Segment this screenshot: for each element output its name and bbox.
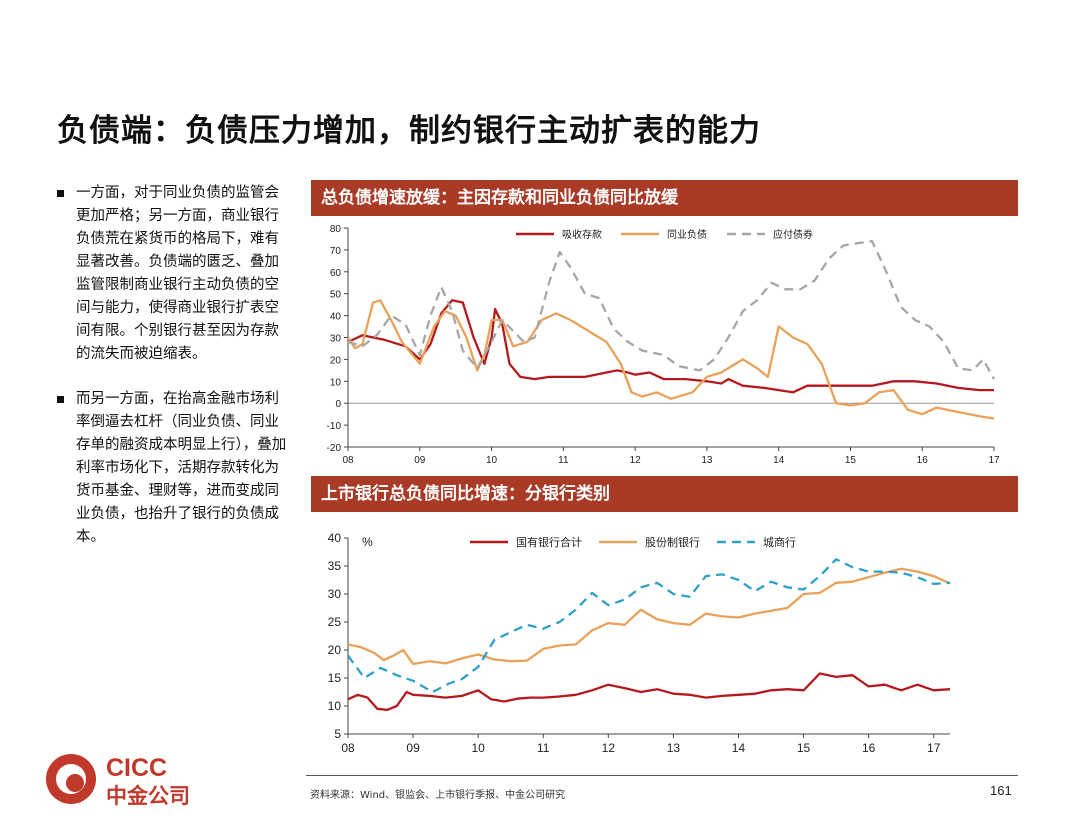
legend-label-1: 国有银行合计 (516, 535, 582, 549)
x-tick-label: 10 (471, 741, 485, 755)
y-tick-label: 5 (334, 727, 341, 741)
y-tick-label: 35 (328, 559, 342, 573)
y-tick-label: 15 (328, 671, 342, 685)
y-tick-label: 20 (328, 643, 342, 657)
y-tick-label: 10 (328, 699, 342, 713)
x-tick-label: 14 (732, 741, 746, 755)
x-tick-label: 17 (927, 741, 941, 755)
x-tick-label: 09 (406, 741, 420, 755)
x-tick-label: 15 (845, 455, 857, 466)
x-tick-label: 11 (537, 741, 550, 755)
legend-label-3: 应付债券 (773, 228, 813, 241)
y-tick-label: 10 (330, 377, 342, 388)
y-tick-label: 30 (328, 587, 342, 601)
series-line-1 (347, 672, 951, 712)
bullet-text: 而另一方面，在抬高金融市场利率倒逼去杠杆（同业负债、同业存单的融资成本明显上行）… (76, 391, 287, 545)
chart2-listed-banks-growth: 5 10 15 20 25 30 35 40 08 09 10 11 12 13 14 15 16 17% 国有银行… (328, 531, 951, 755)
y-tick-label: -20 (327, 443, 342, 454)
x-tick-label: 16 (862, 741, 876, 755)
legend-label-1: 吸收存款 (562, 228, 602, 241)
series-line-3 (347, 239, 996, 380)
footer-divider (306, 775, 1018, 776)
x-tick-label: 13 (667, 741, 681, 755)
bullet-item: 一方面，对于同业负债的监管会更加严格；另一方面，商业银行负债荒在紧货币的格局下，… (57, 182, 293, 366)
x-tick-label: 16 (917, 455, 929, 466)
y-tick-label: 0 (335, 399, 341, 410)
y-tick-label: 80 (330, 224, 342, 235)
logo-text-cn: 中金公司 (106, 784, 190, 808)
series-line-3 (347, 558, 951, 694)
series-line-2 (347, 299, 995, 420)
chart1-header: 总负债增速放缓：主因存款和同业负债同比放缓 (311, 180, 1018, 216)
page-title: 负债端：负债压力增加，制约银行主动扩表的能力 (57, 113, 761, 149)
cicc-logo: CICC 中金公司 (46, 754, 190, 808)
x-tick-label: 11 (558, 455, 569, 466)
series-line-2 (347, 567, 951, 666)
y-unit-label: % (362, 535, 373, 549)
y-tick-label: 40 (328, 531, 342, 545)
logo-text-en: CICC (106, 754, 167, 782)
bullet-square-icon (57, 190, 64, 197)
legend-label-3: 城商行 (763, 535, 796, 549)
y-tick-label: 50 (330, 290, 342, 301)
bullet-square-icon (57, 396, 64, 403)
y-tick-label: 40 (330, 312, 342, 323)
series-line-1 (347, 299, 994, 394)
x-tick-label: 17 (988, 455, 1000, 466)
chart1-liability-growth: -20 -10 0 10 20 30 40 50 60 70 80 08 09 10 11 12 13 14 15 1… (327, 224, 1000, 466)
y-tick-label: 20 (330, 355, 342, 366)
x-tick-label: 13 (701, 455, 713, 466)
y-tick-label: 70 (330, 246, 342, 257)
legend-label-2: 同业负债 (667, 228, 707, 241)
x-tick-label: 15 (797, 741, 811, 755)
y-tick-label: 30 (330, 334, 342, 345)
x-tick-label: 14 (773, 455, 785, 466)
x-tick-label: 08 (342, 455, 354, 466)
bullet-text: 一方面，对于同业负债的监管会更加严格；另一方面，商业银行负债荒在紧货币的格局下，… (76, 185, 279, 362)
x-tick-label: 10 (486, 455, 498, 466)
bullet-list: 一方面，对于同业负债的监管会更加严格；另一方面，商业银行负债荒在紧货币的格局下，… (57, 182, 293, 571)
x-tick-label: 09 (414, 455, 426, 466)
y-tick-label: 60 (330, 268, 342, 279)
x-tick-label: 08 (341, 741, 355, 755)
page-number: 161 (990, 783, 1012, 798)
chart2-header: 上市银行总负债同比增速：分银行类别 (311, 476, 1018, 512)
y-tick-label: -10 (327, 421, 342, 432)
bullet-item: 而另一方面，在抬高金融市场利率倒逼去杠杆（同业负债、同业存单的融资成本明显上行）… (57, 388, 293, 549)
x-tick-label: 12 (602, 741, 616, 755)
source-note: 资料来源：Wind、银监会、上市银行季报、中金公司研究 (310, 790, 566, 801)
x-tick-label: 12 (630, 455, 642, 466)
y-tick-label: 25 (328, 615, 342, 629)
legend-label-2: 股份制银行 (645, 535, 700, 549)
